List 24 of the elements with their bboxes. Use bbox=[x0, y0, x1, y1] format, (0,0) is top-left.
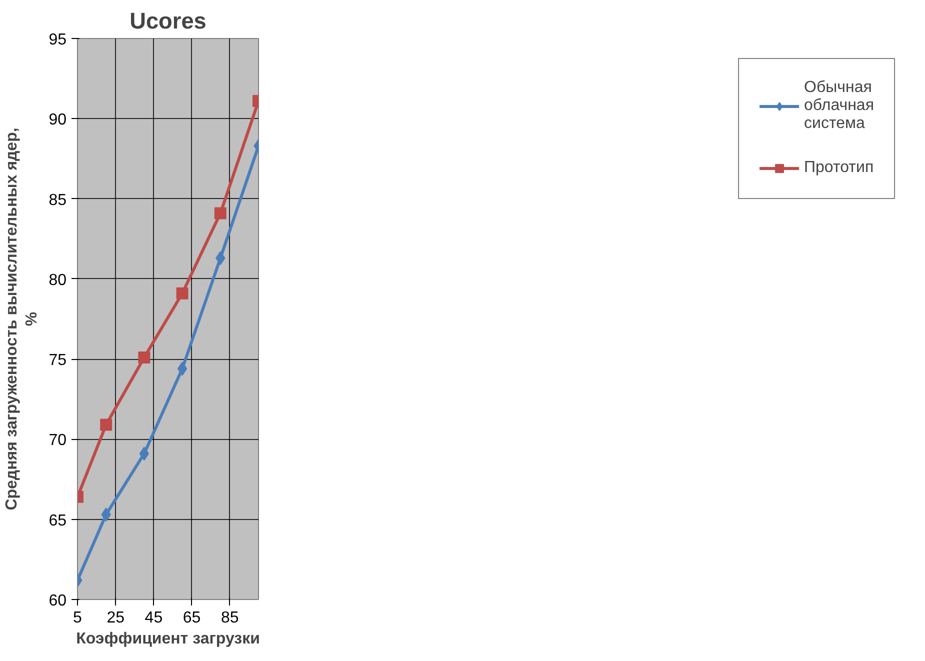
legend-label: Обычная облачная система bbox=[804, 79, 874, 133]
point bbox=[138, 351, 150, 364]
point bbox=[177, 362, 188, 376]
y-tick-label: 90 bbox=[48, 112, 67, 129]
x-tick-label: 45 bbox=[144, 610, 163, 626]
y-tick-label: 95 bbox=[48, 32, 67, 48]
y-axis-title: Средняя загруженность вычислительных ядер, % bbox=[3, 128, 41, 510]
point bbox=[100, 418, 112, 431]
x-tick-label: 5 bbox=[73, 610, 82, 626]
y-tick-label: 65 bbox=[48, 512, 67, 530]
point bbox=[214, 207, 226, 220]
chart-title: Ucores bbox=[130, 8, 206, 34]
y-tick-label: 85 bbox=[48, 192, 67, 209]
x-tick-label: 85 bbox=[221, 610, 239, 626]
x-axis-title: Коэффициент загрузки bbox=[76, 630, 260, 648]
point bbox=[176, 287, 188, 300]
y-tick-label: 75 bbox=[48, 352, 67, 370]
y-tick-label: 80 bbox=[48, 272, 67, 289]
point bbox=[139, 446, 150, 461]
y-tick-label: 70 bbox=[48, 432, 67, 450]
y-tick-label: 60 bbox=[48, 592, 67, 610]
legend-label: Прототип bbox=[804, 159, 874, 177]
x-tick-label: 65 bbox=[182, 610, 201, 626]
x-tick-label: 25 bbox=[106, 610, 125, 626]
